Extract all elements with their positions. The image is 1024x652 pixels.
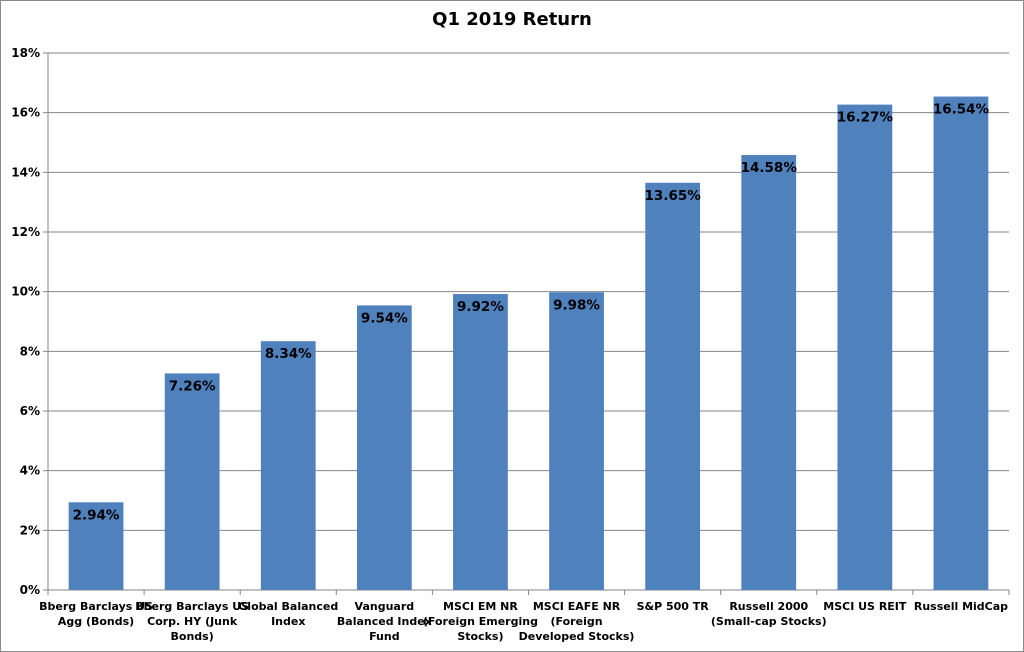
- x-category-label-line: (Foreign Emerging: [423, 615, 538, 628]
- y-tick-label: 0%: [20, 583, 40, 597]
- data-label: 16.54%: [933, 102, 990, 118]
- x-category-label: Russell MidCap: [914, 600, 1008, 613]
- bar: [549, 292, 604, 590]
- y-tick-label: 12%: [11, 225, 40, 239]
- bar: [356, 305, 412, 590]
- x-category-label-line: Developed Stocks): [519, 630, 635, 643]
- x-category-label-line: Bberg Barclays US: [39, 600, 153, 613]
- y-tick-label: 10%: [11, 285, 40, 299]
- y-tick-label: 2%: [20, 523, 40, 537]
- x-category-label-line: Agg (Bonds): [58, 615, 134, 628]
- bar: [453, 294, 508, 590]
- data-label: 7.26%: [169, 378, 216, 394]
- x-category-label: S&P 500 TR: [637, 600, 710, 613]
- x-category-label-line: (Foreign: [551, 615, 603, 628]
- x-category-label-line: MSCI EM NR: [443, 600, 518, 613]
- x-category-label-line: MSCI US REIT: [823, 600, 907, 613]
- x-category-label: Vanguard Balanced Index Fund: [337, 600, 432, 643]
- x-category-label: Bberg Barclays US Corp. HY (Junk Bonds): [135, 600, 249, 643]
- chart-title: Q1 2019 Return: [432, 9, 592, 30]
- data-label: 9.92%: [457, 299, 504, 315]
- data-label: 2.94%: [73, 507, 120, 523]
- x-category-label-line: Russell 2000: [729, 600, 808, 613]
- x-category-label-line: Balanced Index: [337, 615, 432, 628]
- y-tick-label: 6%: [20, 404, 40, 418]
- x-category-label-line: Global Balanced: [238, 600, 338, 613]
- y-tick-label: 14%: [11, 165, 40, 179]
- data-label: 14.58%: [741, 160, 798, 176]
- data-label: 9.54%: [361, 310, 408, 326]
- x-category-label-line: Bberg Barclays US: [135, 600, 249, 613]
- bar: [68, 502, 124, 590]
- bar: [645, 182, 701, 590]
- bar: [933, 96, 989, 590]
- bar: [741, 155, 797, 590]
- x-category-label-line: Vanguard: [355, 600, 415, 613]
- y-tick-label: 4%: [20, 464, 40, 478]
- y-tick-label: 18%: [11, 46, 40, 60]
- y-tick-label: 8%: [20, 344, 40, 358]
- y-tick-label: 16%: [11, 106, 40, 120]
- bar: [837, 104, 893, 590]
- bar: [164, 373, 220, 590]
- data-label: 16.27%: [837, 110, 894, 126]
- x-category-label: MSCI EAFE NR (Foreign Developed Stocks): [519, 600, 635, 643]
- x-category-label-line: Corp. HY (Junk: [147, 615, 238, 628]
- x-category-label: MSCI US REIT: [823, 600, 907, 613]
- x-category-label: MSCI EM NR (Foreign Emerging Stocks): [423, 600, 538, 643]
- x-category-label: Russell 2000 (Small-cap Stocks): [711, 600, 827, 628]
- data-label: 9.98%: [553, 297, 600, 313]
- x-category-label-line: Stocks): [457, 630, 503, 643]
- data-label: 8.34%: [265, 346, 312, 362]
- x-category-label-line: Russell MidCap: [914, 600, 1008, 613]
- x-category-label-line: S&P 500 TR: [637, 600, 710, 613]
- x-category-label-line: Bonds): [171, 630, 214, 643]
- x-category-label-line: (Small-cap Stocks): [711, 615, 827, 628]
- x-category-label-line: Index: [271, 615, 305, 628]
- data-label: 13.65%: [645, 188, 702, 204]
- x-category-label: Global Balanced Index: [238, 600, 338, 628]
- bar: [260, 341, 316, 590]
- x-category-label-line: Fund: [369, 630, 400, 643]
- x-category-label: Bberg Barclays US Agg (Bonds): [39, 600, 153, 628]
- x-category-label-line: MSCI EAFE NR: [533, 600, 621, 613]
